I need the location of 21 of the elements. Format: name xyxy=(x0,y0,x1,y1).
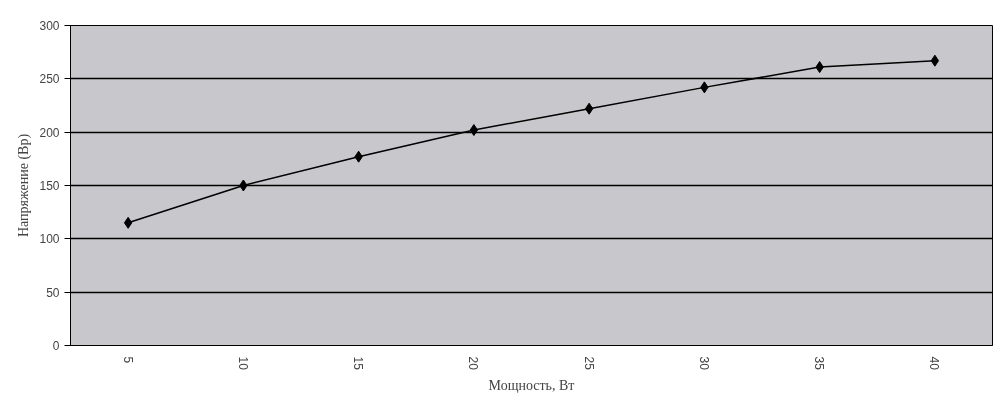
y-tick-label: 100 xyxy=(39,232,60,247)
y-tick-label: 0 xyxy=(52,339,60,353)
x-tick-label: 40 xyxy=(927,356,942,371)
point xyxy=(930,54,940,67)
y-tick-label: 250 xyxy=(39,72,60,87)
y-tick-label: 200 xyxy=(39,125,60,140)
x-tick-label: 15 xyxy=(351,356,366,371)
y-axis-title: Напряжение (Вр) xyxy=(16,133,33,238)
x-tick-label: 35 xyxy=(812,356,827,371)
point xyxy=(469,124,479,137)
point xyxy=(584,102,594,115)
x-tick-label: 25 xyxy=(581,356,596,371)
y-tick-label: 150 xyxy=(39,179,60,193)
x-tick-label: 30 xyxy=(696,356,711,371)
point xyxy=(123,216,133,229)
y-tick-label: 50 xyxy=(46,285,60,300)
x-tick-label: 20 xyxy=(466,356,481,371)
x-axis-title: Мощность, Вт xyxy=(488,377,575,393)
x-tick-label: 5 xyxy=(120,356,135,364)
x-tick-label: 10 xyxy=(235,356,250,371)
y-tick-label: 300 xyxy=(39,19,60,33)
